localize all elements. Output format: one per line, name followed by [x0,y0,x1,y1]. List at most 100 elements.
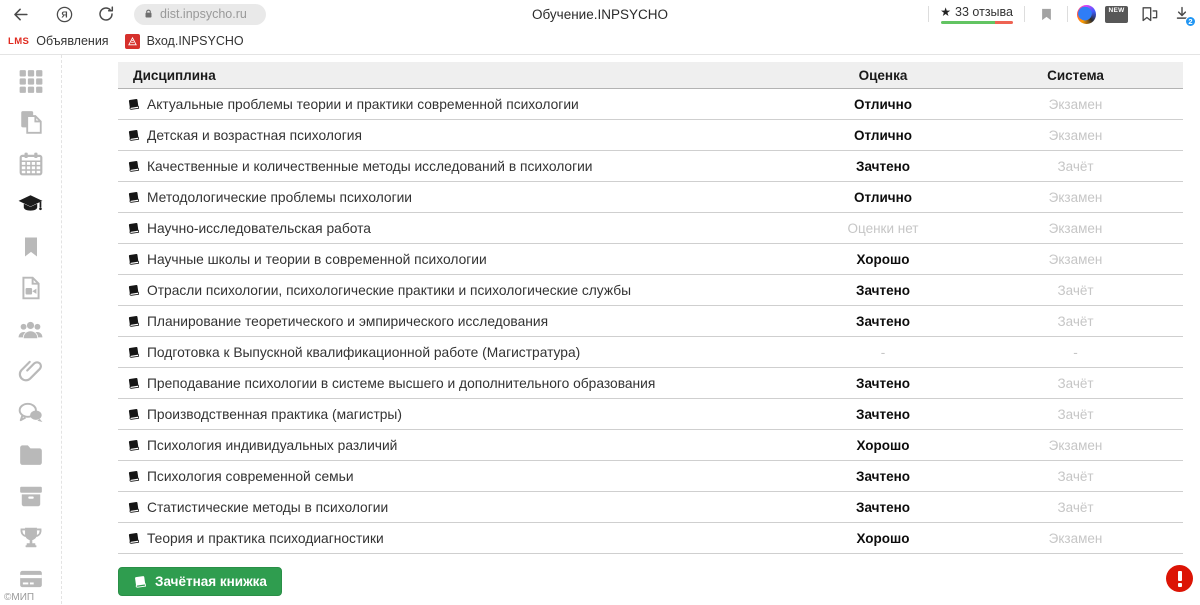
table-row[interactable]: Преподавание психологии в системе высшег… [118,368,1183,399]
discipline-cell-label[interactable]: Актуальные проблемы теории и практики со… [147,96,579,112]
discipline-cell-label[interactable]: Преподавание психологии в системе высшег… [147,375,656,391]
table-row[interactable]: Методологические проблемы психологии Отл… [118,182,1183,213]
discipline-cell-label[interactable]: Статистические методы в психологии [147,499,389,515]
lock-icon [145,9,152,17]
table-row[interactable]: Психология современной семьи Зачтено Зач… [118,461,1183,492]
sidebar-footer-label: ©МИП [4,592,35,603]
grade-cell: Хорошо [856,251,910,267]
table-row[interactable]: Теория и практика психодиагностики Хорош… [118,523,1183,554]
sidebar-item-calendar[interactable] [17,150,44,177]
book-icon [127,315,140,328]
discipline-cell-label[interactable]: Производственная практика (магистры) [147,406,402,422]
bookmark-icon [24,237,37,256]
book-icon [133,575,147,589]
book-icon [127,129,140,142]
sidebar-item-files[interactable] [17,441,44,468]
sidebar-item-bookmarks[interactable] [17,233,44,260]
discipline-cell-label[interactable]: Научно-исследовательская работа [147,220,371,236]
extension-sphere-icon[interactable] [1077,4,1096,24]
table-row[interactable]: Психология индивидуальных различий Хорош… [118,430,1183,461]
discipline-cell-label[interactable]: Отрасли психологии, психологические прак… [147,282,632,298]
discipline-cell-label[interactable]: Научные школы и теории в современной пси… [147,251,487,267]
system-cell: Зачёт [1057,282,1094,298]
discipline-cell-label[interactable]: Подготовка к Выпускной квалификационной … [147,344,581,360]
sidebar-item-documents[interactable] [17,109,44,136]
sidebar-item-achievements[interactable] [17,524,44,551]
address-bar[interactable]: dist.inpsycho.ru [134,3,266,25]
table-row[interactable]: Подготовка к Выпускной квалификационной … [118,337,1183,368]
yandex-icon[interactable]: Я [52,2,76,26]
grade-cell: Зачтено [856,375,910,391]
book-icon [127,346,140,359]
users-group-icon [18,321,43,338]
grade-cell: - [880,344,886,360]
site-reviews[interactable]: ★ 33 отзыва [940,5,1013,24]
discipline-cell-label[interactable]: Методологические проблемы психологии [147,189,413,205]
system-cell: Зачёт [1057,375,1094,391]
downloads-icon[interactable]: 2 [1170,2,1196,27]
discipline-cell-label[interactable]: Детская и возрастная психология [147,127,362,143]
table-row[interactable]: Актуальные проблемы теории и практики со… [118,89,1183,120]
table-row[interactable]: Статистические методы в психологии Зачте… [118,492,1183,523]
discipline-cell-label[interactable]: Теория и практика психодиагностики [147,530,384,546]
sidebar-item-education[interactable] [17,192,44,219]
discipline-cell-label[interactable]: Психология индивидуальных различий [147,437,398,453]
grades-table-body: Актуальные проблемы теории и практики со… [118,89,1183,554]
system-cell: Экзамен [1048,189,1103,205]
sidebar-item-video-materials[interactable] [17,275,44,302]
alert-exclamation-icon[interactable] [1166,565,1193,592]
downloads-count-badge: 2 [1185,16,1196,27]
table-row[interactable]: Планирование теоретического и эмпирическ… [118,306,1183,337]
sidebar-item-payments[interactable] [17,565,44,592]
sidebar-item-attachments[interactable] [17,358,44,385]
discipline-cell-label[interactable]: Психология современной семьи [147,468,354,484]
archive-box-icon [19,486,42,506]
reviews-rating-bar [940,20,1013,24]
book-icon [127,160,140,173]
trophy-icon [20,527,41,548]
grade-cell: Отлично [853,96,913,112]
sidebar-item-archive[interactable] [17,482,44,509]
new-feature-icon[interactable]: NEW [1105,5,1128,23]
table-row[interactable]: Отрасли психологии, психологические прак… [118,275,1183,306]
sidebar-item-groups[interactable] [17,316,44,343]
grades-table-header: Дисциплина Оценка Система [118,62,1183,89]
reviews-count-label: 33 отзыва [955,4,1013,19]
grade-book-button-label: Зачётная книжка [155,574,267,589]
table-row[interactable]: Научно-исследовательская работа Оценки н… [118,213,1183,244]
system-cell: Экзамен [1048,251,1103,267]
grade-cell: Зачтено [856,468,910,484]
bookmark-label: Объявления [36,34,109,48]
sidebar-item-messages[interactable] [17,399,44,426]
grade-cell: Зачтено [856,406,910,422]
bookmark-flag-icon[interactable] [1034,2,1058,26]
table-row[interactable]: Качественные и количественные методы исс… [118,151,1183,182]
table-row[interactable]: Детская и возрастная психология Отлично … [118,120,1183,151]
grade-book-button[interactable]: Зачётная книжка [118,567,282,596]
chat-bubbles-icon [18,402,43,422]
sidebar-item-apps[interactable] [17,67,44,94]
bookmark-login-inpsycho[interactable]: Вход.INPSYCHO [124,33,244,49]
grade-cell: Отлично [853,127,913,143]
system-cell: Зачёт [1057,158,1094,174]
grade-cell: Зачтено [856,499,910,515]
discipline-cell-label[interactable]: Планирование теоретического и эмпирическ… [147,313,549,329]
grade-cell: Хорошо [856,530,910,546]
table-row[interactable]: Научные школы и теории в современной пси… [118,244,1183,275]
table-row[interactable]: Производственная практика (магистры) Зач… [118,399,1183,430]
system-cell: Зачёт [1057,468,1094,484]
paperclip-icon [18,360,42,382]
collections-icon[interactable] [1137,2,1161,26]
back-icon[interactable] [8,2,32,26]
discipline-cell-label[interactable]: Качественные и количественные методы исс… [147,158,593,174]
refresh-icon[interactable] [94,2,118,26]
book-icon [127,98,140,111]
system-cell: Зачёт [1057,499,1094,515]
book-icon [127,470,140,483]
bookmark-announcements[interactable]: LMS Объявления [8,34,109,48]
system-cell: Зачёт [1057,313,1094,329]
system-cell: Экзамен [1048,220,1103,236]
lms-favicon: LMS [8,35,30,47]
header-system: Система [1047,67,1104,83]
svg-text:Я: Я [61,9,67,19]
